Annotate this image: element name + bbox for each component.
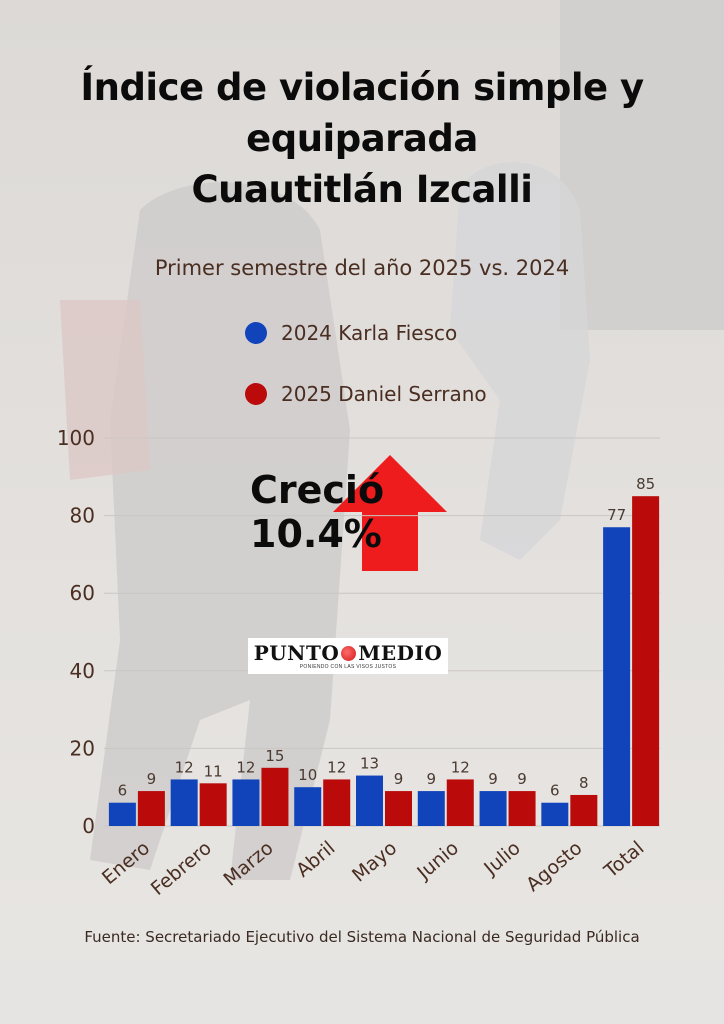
- data-label: 11: [204, 762, 223, 780]
- data-label: 13: [360, 755, 379, 773]
- data-label: 6: [550, 782, 560, 800]
- bar-2025: [323, 779, 351, 826]
- bar-2024: [356, 775, 383, 826]
- bar-2025: [385, 791, 412, 826]
- data-label: 9: [488, 770, 498, 788]
- legend-swatch-blue: [245, 322, 267, 344]
- bar-2024: [108, 802, 136, 826]
- source-note: Fuente: Secretariado Ejecutivo del Siste…: [84, 928, 640, 946]
- bar-2025: [570, 794, 598, 826]
- data-label: 15: [265, 747, 284, 765]
- bar-2025: [632, 496, 660, 826]
- x-tick-label: Mayo: [348, 837, 401, 887]
- legend-swatch-red: [245, 383, 267, 405]
- data-label: 12: [451, 758, 470, 776]
- annotation-line-2: 10.4%: [250, 512, 382, 556]
- y-tick-label: 100: [57, 426, 95, 450]
- growth-annotation: Creció 10.4%: [250, 468, 384, 556]
- data-label: 9: [147, 770, 157, 788]
- bar-2025: [199, 783, 227, 826]
- y-tick-label: 80: [70, 504, 95, 528]
- data-label: 12: [327, 758, 346, 776]
- bar-2024: [170, 779, 198, 826]
- chart-subtitle: Primer semestre del año 2025 vs. 2024: [154, 256, 570, 280]
- y-tick-label: 60: [70, 581, 95, 605]
- legend-item-2025: 2025 Daniel Serrano: [245, 381, 487, 407]
- x-tick-label: Total: [599, 837, 648, 883]
- data-label: 6: [118, 782, 128, 800]
- logo-tagline: PONIENDO CON LAS VISOS JUSTOS: [299, 664, 397, 670]
- x-tick-label: Febrero: [147, 837, 216, 900]
- bar-2024: [479, 791, 507, 826]
- legend-label-2024: 2024 Karla Fiesco: [281, 321, 458, 345]
- bar-2024: [232, 779, 260, 826]
- x-tick-label: Enero: [98, 837, 154, 889]
- y-tick-label: 0: [82, 814, 95, 838]
- logo-name-part2: MEDIO: [358, 641, 443, 665]
- bar-2024: [541, 802, 569, 826]
- bar-2024: [417, 791, 445, 826]
- title-line-1: Índice de violación simple y: [80, 66, 644, 109]
- logo-dot-icon: [341, 645, 357, 661]
- data-label: 12: [236, 758, 255, 776]
- bar-2025: [508, 791, 536, 826]
- x-tick-label: Junio: [412, 837, 463, 884]
- annotation-line-1: Creció: [250, 468, 385, 512]
- logo-wordmark: PUNTO MEDIO: [254, 642, 443, 664]
- punto-medio-logo: PUNTO MEDIO PONIENDO CON LAS VISOS JUSTO…: [248, 638, 448, 674]
- data-label: 9: [427, 770, 437, 788]
- bar-2025: [446, 779, 474, 826]
- legend-item-2024: 2024 Karla Fiesco: [245, 320, 457, 346]
- title-line-2: equiparada: [246, 117, 478, 160]
- logo-name-part1: PUNTO: [253, 641, 340, 665]
- title-line-3: Cuautitlán Izcalli: [191, 168, 533, 211]
- y-tick-label: 20: [70, 736, 95, 760]
- data-label: 77: [607, 506, 626, 524]
- x-tick-label: Agosto: [522, 837, 586, 896]
- data-label: 9: [517, 770, 527, 788]
- x-tick-label: Marzo: [220, 837, 278, 891]
- data-label: 85: [636, 475, 655, 493]
- x-tick-label: Julio: [479, 837, 524, 880]
- data-label: 10: [298, 766, 317, 784]
- x-tick-label: Abril: [292, 837, 339, 882]
- data-label: 8: [579, 774, 589, 792]
- chart-title: Índice de violación simple y equiparada …: [0, 62, 724, 215]
- arrow-up-icon: [333, 455, 447, 571]
- data-label: 9: [394, 770, 404, 788]
- bar-2025: [261, 767, 289, 826]
- legend-label-2025: 2025 Daniel Serrano: [281, 382, 487, 406]
- y-tick-label: 40: [70, 659, 95, 683]
- bar-2024: [294, 787, 322, 826]
- bar-2024: [603, 527, 631, 826]
- bar-2025: [137, 791, 165, 826]
- data-label: 12: [175, 758, 194, 776]
